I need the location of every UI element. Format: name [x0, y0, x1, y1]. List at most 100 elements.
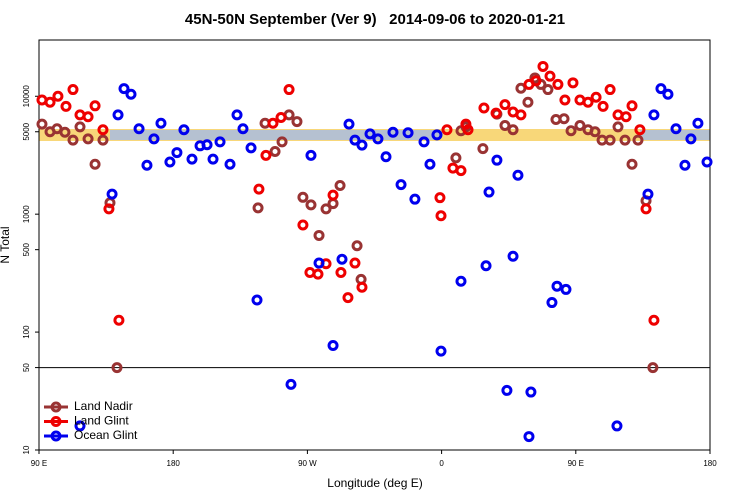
- point: [612, 121, 624, 133]
- point: [327, 198, 339, 210]
- point: [455, 165, 467, 177]
- point: [679, 159, 691, 171]
- point: [480, 260, 492, 272]
- point: [141, 159, 153, 171]
- point: [313, 257, 325, 269]
- point: [460, 118, 472, 130]
- point: [701, 156, 713, 168]
- point: [305, 149, 317, 161]
- point: [455, 275, 467, 287]
- point: [582, 96, 594, 108]
- point: [647, 362, 659, 374]
- point: [260, 149, 272, 161]
- y-tick-label: 500: [22, 242, 31, 256]
- point: [523, 431, 535, 443]
- point: [565, 125, 577, 137]
- point: [297, 191, 309, 203]
- point: [305, 199, 317, 211]
- legend-marker: [50, 430, 62, 442]
- legend-label: Land Nadir: [74, 399, 133, 413]
- point: [133, 123, 145, 135]
- point: [269, 146, 281, 158]
- point: [589, 126, 601, 138]
- x-tick-label: 180: [167, 459, 181, 468]
- point: [522, 96, 534, 108]
- x-tick-label: 90 E: [31, 459, 47, 468]
- y-tick-label: 5000: [22, 122, 31, 140]
- point: [620, 111, 632, 123]
- point: [312, 268, 324, 280]
- point: [450, 152, 462, 164]
- point: [320, 203, 332, 215]
- plot-frame: [38, 39, 711, 451]
- point: [106, 188, 118, 200]
- point: [552, 78, 564, 90]
- point: [327, 189, 339, 201]
- point: [542, 84, 554, 96]
- point: [351, 240, 363, 252]
- point: [402, 127, 414, 139]
- point: [224, 158, 236, 170]
- point: [349, 134, 361, 146]
- y-tick-label: 1000: [22, 205, 31, 223]
- point: [283, 84, 295, 96]
- point: [655, 83, 667, 95]
- point: [490, 107, 502, 119]
- point: [424, 158, 436, 170]
- point: [178, 124, 190, 136]
- point: [52, 90, 64, 102]
- point: [685, 133, 697, 145]
- point: [574, 119, 586, 131]
- point: [648, 314, 660, 326]
- y-axis-label: N Total: [0, 226, 12, 263]
- point: [560, 283, 572, 295]
- point: [253, 183, 265, 195]
- point: [515, 82, 527, 94]
- point: [435, 345, 447, 357]
- point: [74, 121, 86, 133]
- point: [297, 219, 309, 231]
- point: [604, 84, 616, 96]
- point: [590, 91, 602, 103]
- point: [483, 186, 495, 198]
- point: [267, 117, 279, 129]
- point: [285, 378, 297, 390]
- point: [118, 83, 130, 95]
- point: [648, 109, 660, 121]
- point: [231, 109, 243, 121]
- point: [97, 134, 109, 146]
- point: [515, 109, 527, 121]
- point: [327, 339, 339, 351]
- x-tick-label: 0: [439, 459, 444, 468]
- point: [525, 386, 537, 398]
- point: [276, 136, 288, 148]
- legend-marker: [50, 401, 62, 413]
- point: [626, 100, 638, 112]
- y-tick-label: 50: [22, 363, 31, 372]
- point: [334, 180, 346, 192]
- point: [89, 158, 101, 170]
- point: [611, 420, 623, 432]
- point: [335, 267, 347, 279]
- point: [186, 153, 198, 165]
- point: [501, 384, 513, 396]
- point: [567, 77, 579, 89]
- point: [530, 75, 542, 87]
- point: [356, 281, 368, 293]
- point: [125, 88, 137, 100]
- point: [214, 136, 226, 148]
- legend-label: Ocean Glint: [74, 428, 138, 442]
- point: [113, 314, 125, 326]
- point: [642, 188, 654, 200]
- point: [237, 123, 249, 135]
- point: [97, 124, 109, 136]
- point: [364, 128, 376, 140]
- point: [112, 109, 124, 121]
- chart-title: 45N-50N September (Ver 9) 2014-09-06 to …: [185, 11, 565, 28]
- point: [372, 133, 384, 145]
- point: [435, 210, 447, 222]
- point: [499, 99, 511, 111]
- point: [478, 102, 490, 114]
- y-tick-label: 100: [22, 325, 31, 339]
